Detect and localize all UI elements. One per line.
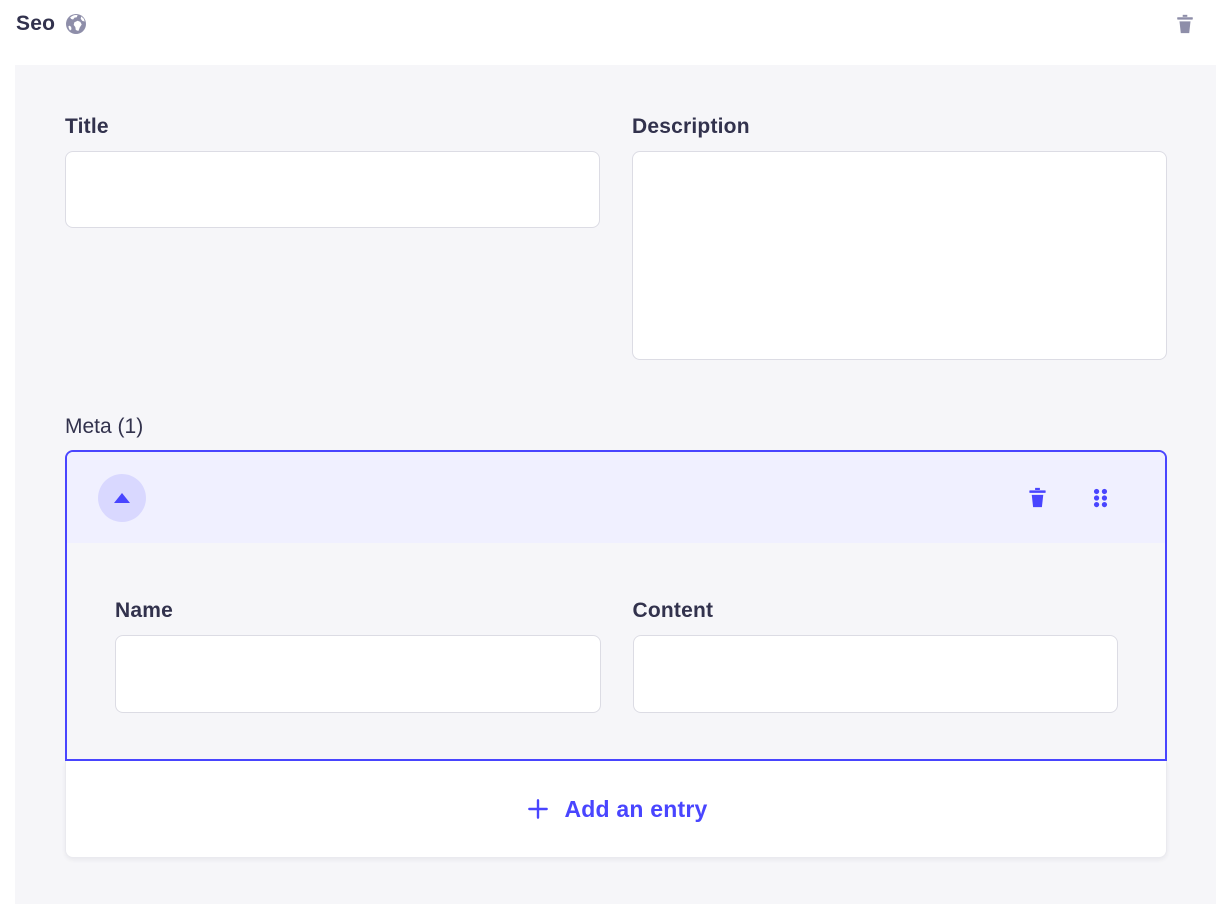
content-label: Content [632,599,714,622]
drag-handle-icon [1090,487,1111,509]
content-input[interactable] [632,635,1118,713]
name-label: Name [115,599,173,622]
caret-up-icon [114,492,130,503]
description-field: Description [632,115,1167,360]
content-field: Content [632,599,1118,713]
add-entry-button[interactable]: Add an entry [525,796,708,823]
name-field: Name [115,599,601,713]
add-entry-footer: Add an entry [65,761,1167,858]
seo-fields-row: Title Description [65,115,1167,360]
meta-entry-body: Name Content [67,543,1165,759]
globe-icon [64,12,88,36]
name-input[interactable] [115,635,601,713]
meta-entry-accordion: Name Content [65,450,1167,761]
component-title-wrap: Seo [16,12,88,36]
meta-group-label: Meta (1) [65,415,144,438]
component-panel: Title Description Meta (1) [15,65,1216,904]
delete-entry-button[interactable] [1026,486,1049,509]
add-entry-label: Add an entry [564,795,708,822]
description-label: Description [632,115,750,138]
title-field: Title [65,115,600,360]
component-header: Seo [16,12,1196,36]
plus-icon [525,796,551,822]
title-input[interactable] [65,151,600,228]
component-title: Seo [16,12,56,35]
delete-component-button[interactable] [1174,13,1196,35]
drag-entry-handle[interactable] [1090,487,1111,509]
description-textarea[interactable] [632,151,1167,360]
meta-entry-actions [1026,486,1111,509]
collapse-entry-button[interactable] [98,473,146,522]
meta-entry-header[interactable] [67,452,1165,543]
trash-icon [1174,13,1196,35]
title-label: Title [65,115,109,138]
trash-icon [1026,486,1049,509]
